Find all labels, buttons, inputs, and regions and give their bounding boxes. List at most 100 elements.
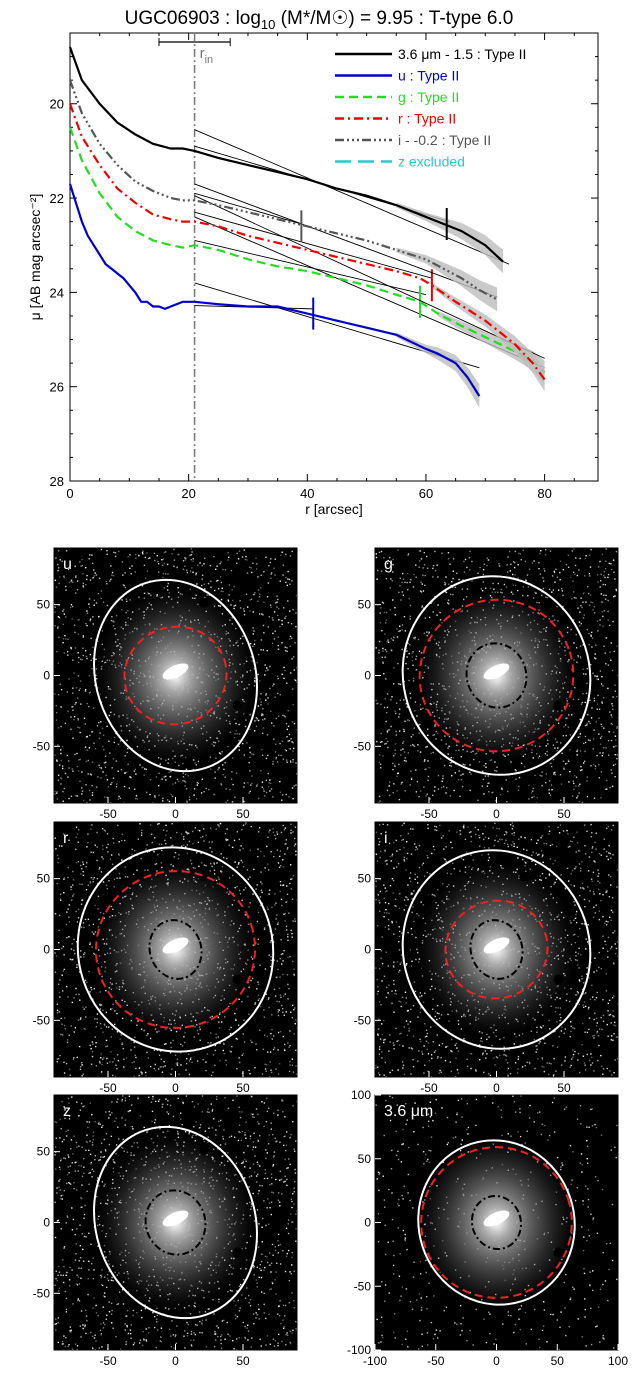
noise-pixel [517,1068,519,1070]
noise-pixel [407,884,409,886]
noise-pixel [602,935,604,937]
noise-pixel [243,1041,246,1043]
noise-pixel [139,754,141,756]
noise-pixel [110,1051,112,1053]
noise-pixel [553,570,555,573]
noise-pixel [399,625,401,627]
noise-pixel [65,638,67,640]
noise-pixel [59,683,61,685]
noise-pixel [102,858,104,860]
noise-pixel [95,574,98,576]
noise-pixel [290,1011,292,1013]
noise-pixel [227,745,229,748]
noise-pixel [445,743,447,745]
noise-pixel [61,1034,64,1036]
noise-pixel [415,936,417,939]
noise-pixel [423,564,426,566]
noise-pixel [62,623,64,625]
noise-pixel [590,717,593,719]
noise-pixel [268,889,271,891]
noise-pixel [154,1063,156,1066]
noise-pixel [517,589,519,592]
noise-pixel [82,585,84,587]
noise-pixel [203,791,205,793]
noise-pixel [70,1025,72,1027]
noise-pixel [555,568,557,571]
noise-pixel [421,606,423,609]
noise-pixel [460,774,462,776]
noise-pixel [600,968,602,970]
noise-pixel [65,1062,68,1065]
noise-pixel [124,839,126,842]
noise-pixel [507,1067,510,1070]
noise-pixel [516,846,518,848]
noise-pixel [573,548,575,550]
noise-pixel [218,752,221,754]
noise-pixel [99,911,102,914]
noise-pixel [106,1045,108,1047]
noise-pixel [244,725,247,728]
noise-pixel [275,1068,277,1070]
noise-pixel [196,784,198,786]
noise-pixel [586,667,588,670]
noise-pixel [448,830,450,832]
noise-pixel [72,1058,75,1060]
noise-pixel [80,703,82,705]
noise-pixel [92,851,95,854]
masked-source [232,700,243,711]
noise-pixel [254,592,256,594]
noise-pixel [112,575,115,577]
noise-pixel [596,1022,598,1024]
noise-pixel [382,650,384,652]
noise-pixel [293,973,295,975]
noise-pixel [382,661,384,663]
noise-pixel [417,882,419,884]
noise-pixel [482,581,484,583]
noise-pixel [594,653,596,655]
noise-pixel [79,561,81,563]
noise-pixel [289,1044,291,1047]
noise-pixel [414,878,416,880]
noise-pixel [264,968,267,970]
noise-pixel [392,639,394,641]
noise-pixel [74,631,76,634]
noise-pixel [185,768,188,770]
noise-pixel [395,734,397,736]
noise-pixel [97,908,99,910]
noise-pixel [422,574,424,576]
noise-pixel [161,1071,164,1073]
noise-pixel [580,623,582,625]
noise-pixel [461,588,464,590]
noise-pixel [607,599,609,602]
noise-pixel [284,920,286,922]
noise-pixel [107,786,110,788]
noise-pixel [74,703,76,705]
noise-pixel [56,792,58,794]
noise-pixel [273,855,275,858]
noise-pixel [295,625,297,628]
noise-pixel [233,585,235,588]
noise-pixel [291,637,293,639]
noise-pixel [394,990,397,992]
noise-pixel [406,650,408,652]
noise-pixel [287,725,290,727]
noise-pixel [268,782,270,784]
noise-pixel [585,948,587,950]
noise-pixel [267,754,269,757]
y-tick-label: 28 [50,474,64,489]
noise-pixel [188,1073,191,1076]
profile-error-band [396,332,480,408]
noise-pixel [86,735,88,738]
noise-pixel [112,777,115,779]
noise-pixel [561,588,563,590]
noise-pixel [214,589,216,592]
noise-pixel [100,548,103,551]
noise-pixel [611,705,614,707]
noise-pixel [262,624,265,627]
noise-pixel [403,740,405,743]
noise-pixel [59,996,61,998]
noise-pixel [139,764,141,766]
noise-pixel [449,593,452,596]
noise-pixel [82,1073,84,1075]
noise-pixel [78,829,80,831]
